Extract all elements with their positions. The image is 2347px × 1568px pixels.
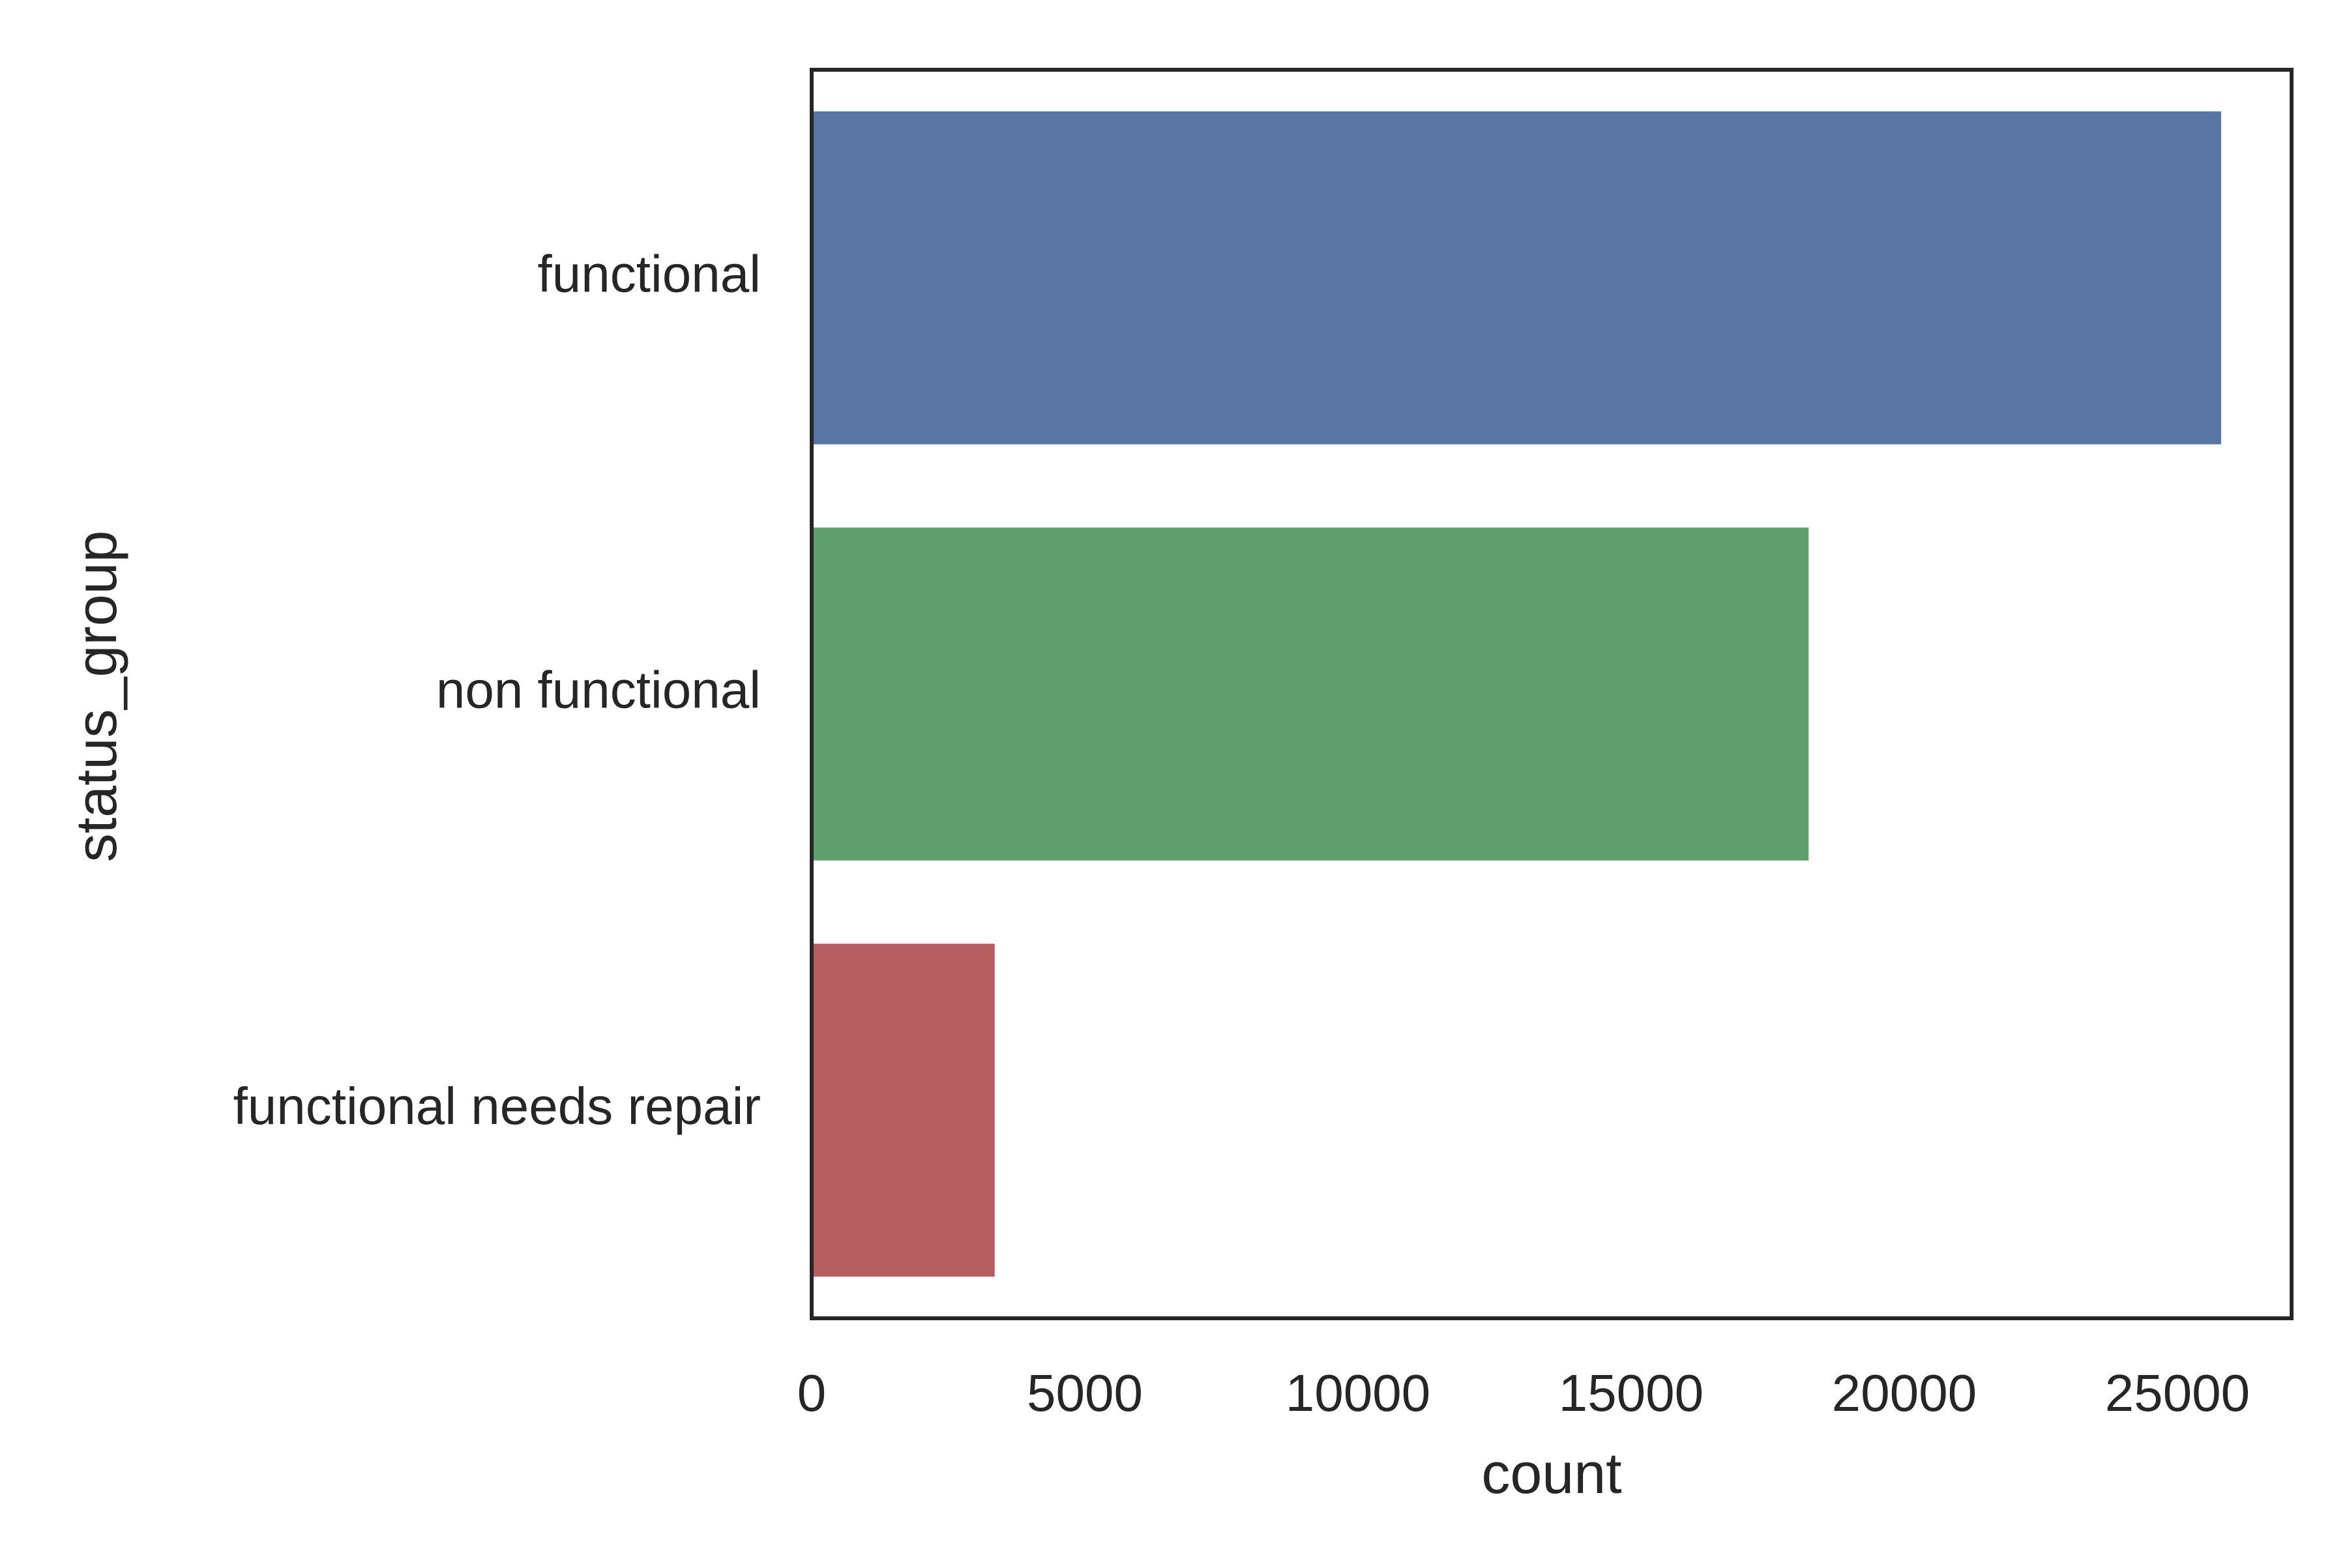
y-tick-label: non functional bbox=[436, 661, 761, 719]
x-tick-label: 10000 bbox=[1286, 1364, 1430, 1422]
bars bbox=[812, 111, 2221, 1277]
x-tick-label: 20000 bbox=[1832, 1364, 1977, 1422]
plot-frame bbox=[810, 68, 2294, 1320]
x-tick-label: 25000 bbox=[2105, 1364, 2250, 1422]
x-tick-label: 15000 bbox=[1559, 1364, 1704, 1422]
x-tick-label: 0 bbox=[797, 1364, 827, 1422]
bar-functional-needs-repair bbox=[812, 943, 995, 1277]
y-tick-label: functional needs repair bbox=[233, 1077, 761, 1135]
x-axis-title: count bbox=[1481, 1441, 1621, 1505]
bar-functional bbox=[812, 111, 2221, 445]
bar-non-functional bbox=[812, 527, 1809, 861]
x-tick-labels: 0 5000 10000 15000 20000 25000 bbox=[797, 1364, 2250, 1422]
y-axis-title: status_group bbox=[64, 531, 128, 863]
y-tick-label: functional bbox=[538, 244, 761, 303]
x-tick-label: 5000 bbox=[1027, 1364, 1143, 1422]
y-tick-labels: functional non functional functional needs… bbox=[233, 244, 761, 1135]
